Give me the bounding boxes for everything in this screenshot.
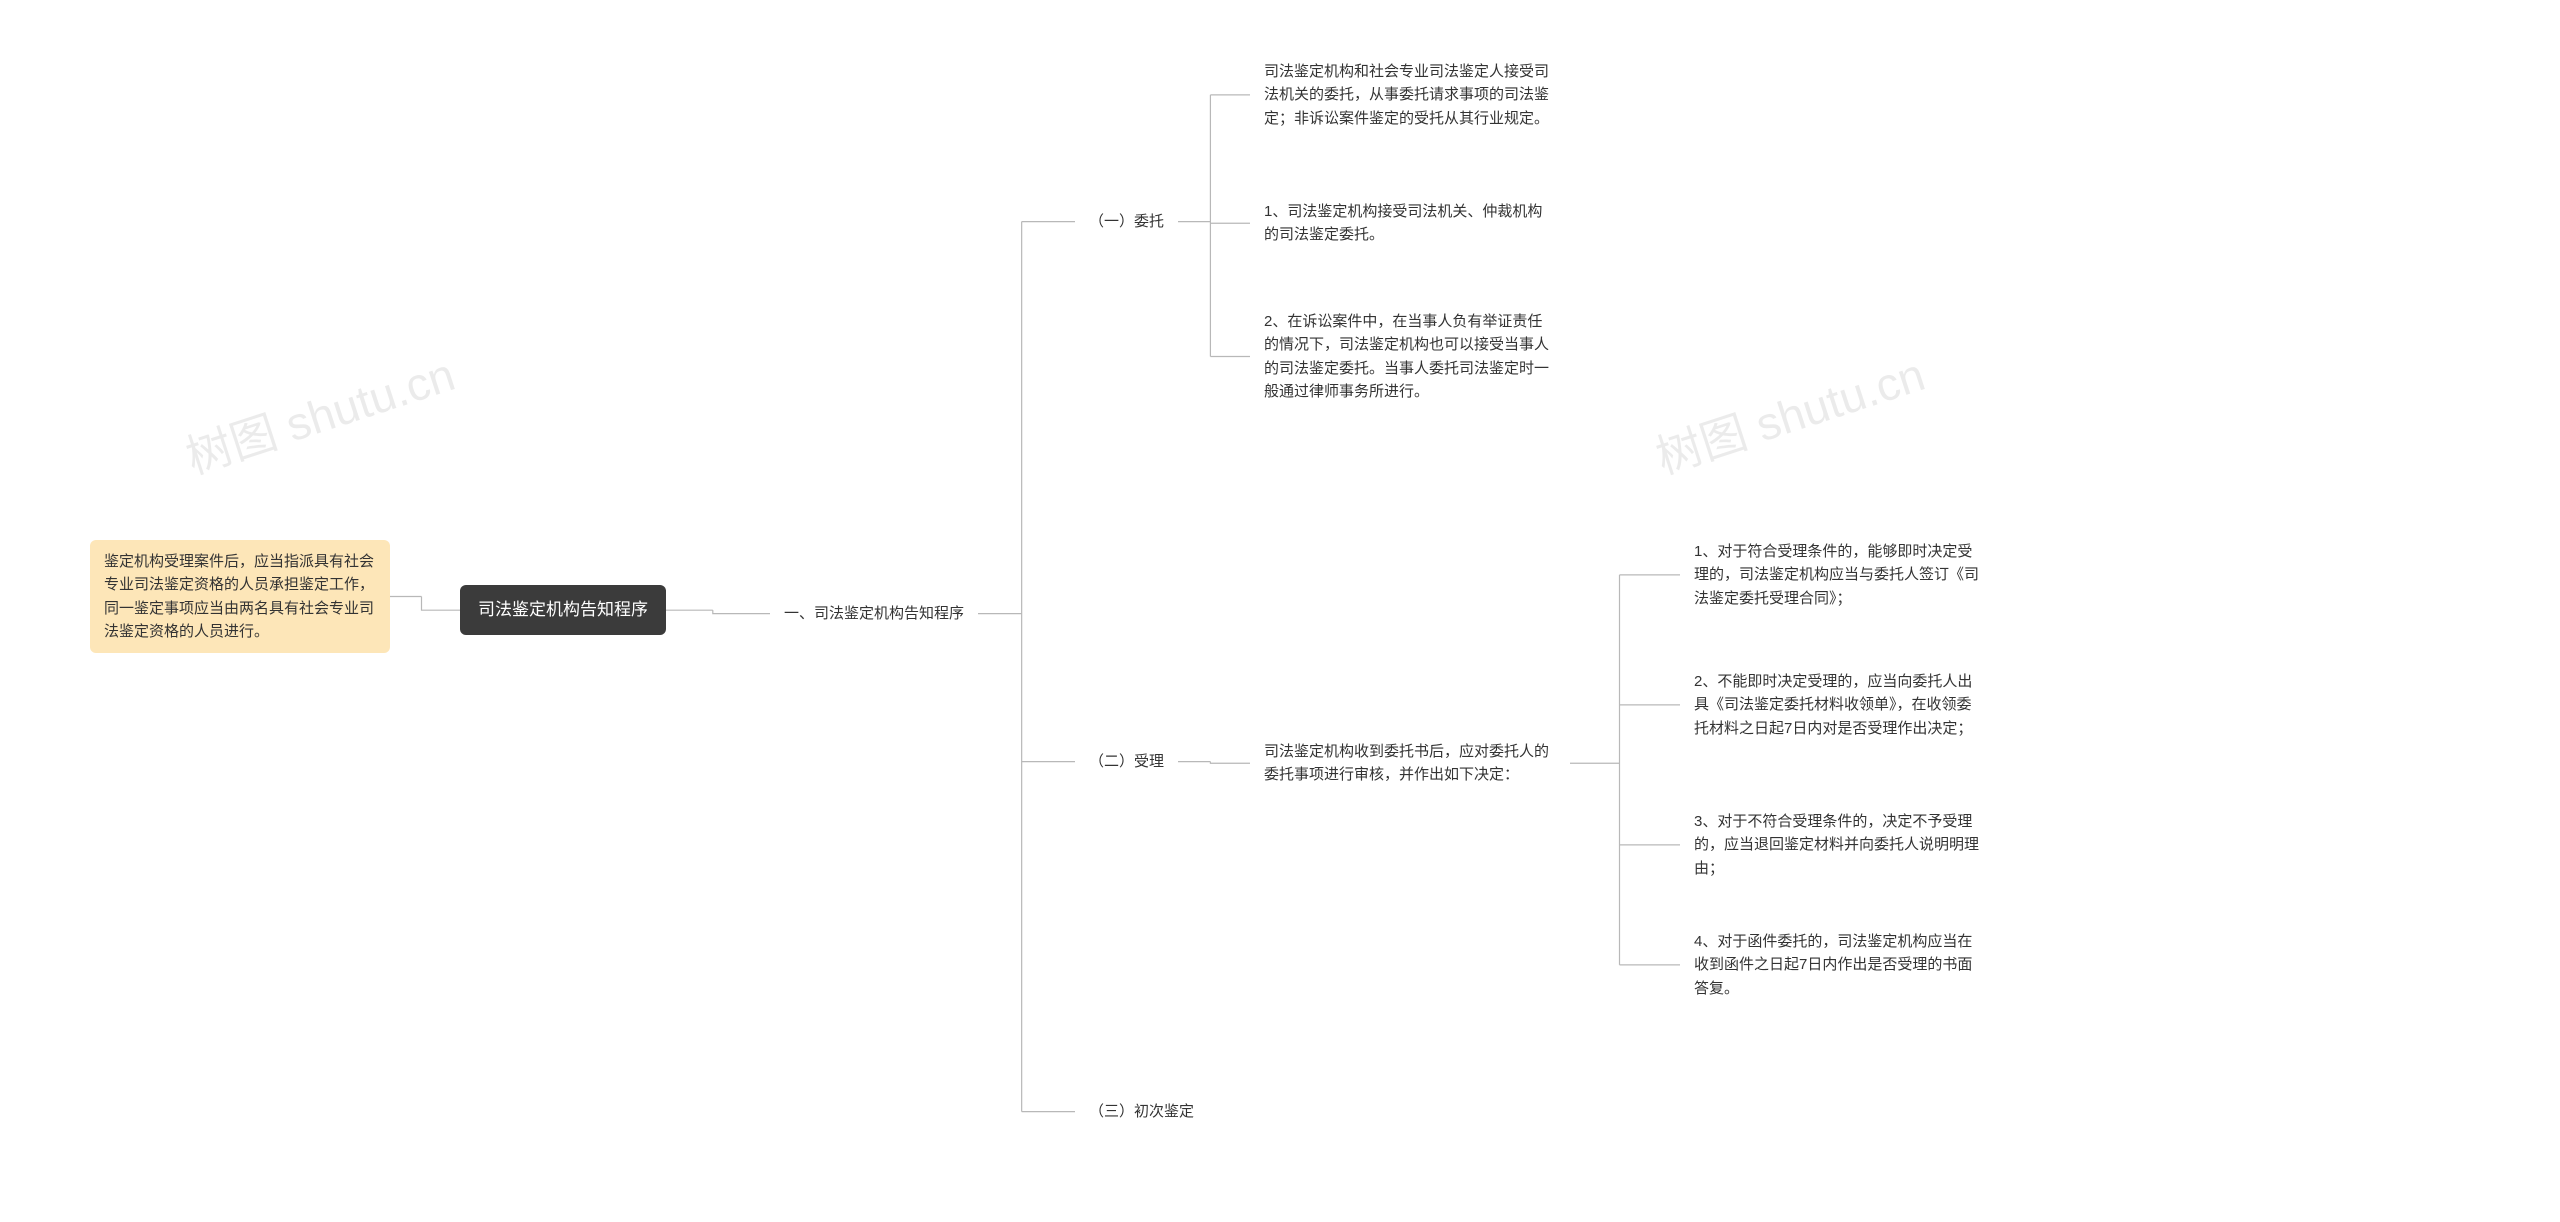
accept-item-1: 1、对于符合受理条件的，能够即时决定受理的，司法鉴定机构应当与委托人签订《司法鉴… [1680,530,2000,620]
watermark-2: 树图 shutu.cn [1647,339,1932,488]
summary-note: 鉴定机构受理案件后，应当指派具有社会专业司法鉴定资格的人员承担鉴定工作，同一鉴定… [90,540,390,653]
watermark-1: 树图 shutu.cn [177,339,462,488]
branch-entrust: （一）委托 [1075,200,1178,243]
accept-desc: 司法鉴定机构收到委托书后，应对委托人的委托事项进行审核，并作出如下决定： [1250,730,1570,797]
branch-accept: （二）受理 [1075,740,1178,783]
entrust-item-2: 2、在诉讼案件中，在当事人负有举证责任的情况下，司法鉴定机构也可以接受当事人的司… [1250,300,1570,413]
accept-item-3: 3、对于不符合受理条件的，决定不予受理的，应当退回鉴定材料并向委托人说明明理由； [1680,800,2000,890]
entrust-item-1: 1、司法鉴定机构接受司法机关、仲裁机构的司法鉴定委托。 [1250,190,1570,257]
root-node: 司法鉴定机构告知程序 [460,585,666,635]
accept-item-4: 4、对于函件委托的，司法鉴定机构应当在收到函件之日起7日内作出是否受理的书面答复… [1680,920,2000,1010]
entrust-desc: 司法鉴定机构和社会专业司法鉴定人接受司法机关的委托，从事委托请求事项的司法鉴定；… [1250,50,1570,140]
accept-item-2: 2、不能即时决定受理的，应当向委托人出具《司法鉴定委托材料收领单》，在收领委托材… [1680,660,2000,750]
section-1-heading: 一、司法鉴定机构告知程序 [770,592,978,635]
branch-first-appraisal: （三）初次鉴定 [1075,1090,1208,1133]
